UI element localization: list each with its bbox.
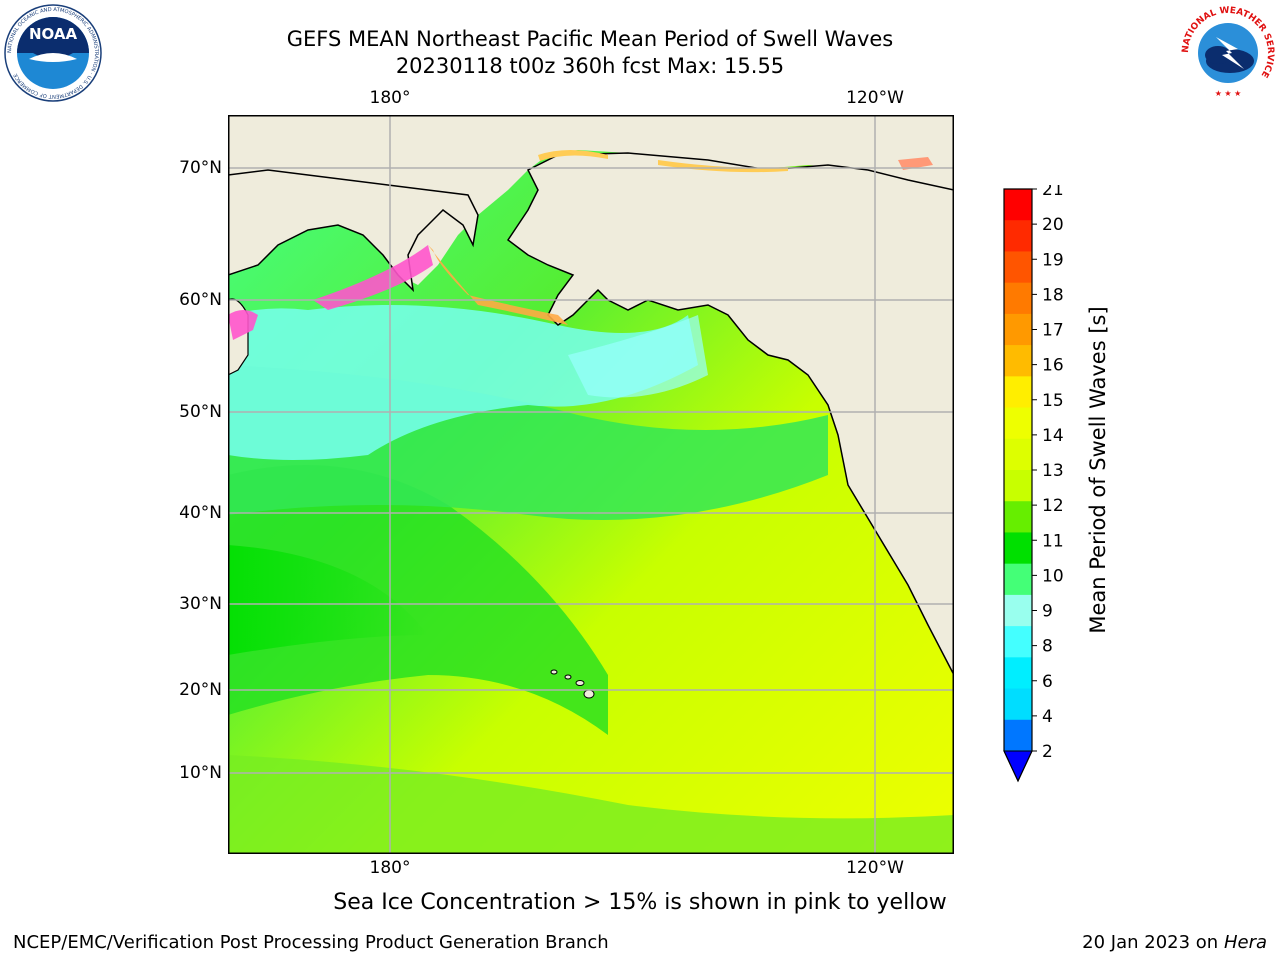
land-north-america <box>506 152 954 676</box>
colorbar-cell <box>1004 594 1032 627</box>
colorbar-tick-label: 6 <box>1042 672 1053 692</box>
colorbar-tick-label: 16 <box>1042 356 1064 376</box>
date-text: 20 Jan 2023 on <box>1082 932 1224 953</box>
lon-label-bottom-180: 180° <box>369 858 411 878</box>
lat-label-60n: 60°N <box>179 290 222 310</box>
credit-text: NCEP/EMC/Verification Post Processing Pr… <box>13 932 609 953</box>
colorbar-tick-label: 20 <box>1042 215 1064 235</box>
lat-label-50n: 50°N <box>179 402 222 422</box>
lat-label-70n: 70°N <box>179 158 222 178</box>
lon-label-top-120w: 120°W <box>846 88 904 108</box>
colorbar-tick-label: 17 <box>1042 321 1064 341</box>
colorbar-tick-label: 21 <box>1042 185 1064 200</box>
colorbar-cell <box>1004 626 1032 658</box>
lat-label-10n: 10°N <box>179 763 222 783</box>
colorbar-cell <box>1004 470 1032 502</box>
nws-logo: NATIONAL WEATHER SERVICE ★ ★ ★ <box>1180 5 1276 101</box>
colorbar-cell <box>1004 719 1032 752</box>
lat-label-20n: 20°N <box>179 680 222 700</box>
colorbar-tick-label: 14 <box>1042 426 1064 446</box>
colorbar: 21 20 19 18 17 16 15 14 13 12 11 10 9 8 6 4 2 <box>1003 185 1064 783</box>
colorbar-cell <box>1004 251 1032 284</box>
colorbar-cell <box>1004 282 1032 315</box>
lat-label-40n: 40°N <box>179 503 222 523</box>
map-title: GEFS MEAN Northeast Pacific Mean Period … <box>286 27 894 51</box>
colorbar-tick-label: 13 <box>1042 461 1064 481</box>
noaa-wordmark: NOAA <box>29 25 78 43</box>
colorbar-frame <box>1003 188 1033 783</box>
colorbar-label: Mean Period of Swell Waves [s] <box>1086 306 1110 634</box>
colorbar-tick-label: 11 <box>1042 531 1064 551</box>
colorbar-tick-label: 12 <box>1042 496 1064 516</box>
land-siberia <box>228 169 479 293</box>
colorbar-cell <box>1004 688 1032 721</box>
colorbar-ticks: 21 20 19 18 17 16 15 14 13 12 11 10 9 8 6 4 2 <box>1032 185 1064 762</box>
colorbar-cell <box>1004 376 1032 409</box>
colorbar-cells <box>1003 188 1033 783</box>
colorbar-extend-triangle <box>1003 750 1033 783</box>
colorbar-tick-label: 18 <box>1042 285 1064 305</box>
colorbar-tick-label: 15 <box>1042 391 1064 411</box>
noaa-logo: NATIONAL OCEANIC AND ATMOSPHERIC ADMINIS… <box>4 4 102 102</box>
date-machine: Hera <box>1223 932 1267 953</box>
colorbar-cell <box>1004 438 1032 471</box>
colorbar-cell <box>1004 563 1032 596</box>
colorbar-cell <box>1004 501 1032 533</box>
colorbar-cell <box>1004 189 1032 221</box>
colorbar-cell <box>1004 220 1032 252</box>
colorbar-cell <box>1004 407 1032 440</box>
map-frame <box>228 115 954 854</box>
colorbar-cell <box>1004 345 1032 377</box>
colorbar-tick-label: 2 <box>1042 742 1053 762</box>
colorbar-cell <box>1004 657 1032 690</box>
lat-label-30n: 30°N <box>179 594 222 614</box>
colorbar-tick-label: 10 <box>1042 566 1064 586</box>
swell-period-map <box>228 115 954 854</box>
colorbar-cell <box>1004 313 1032 346</box>
colorbar-tick-label: 9 <box>1042 602 1053 622</box>
date-stamp: 20 Jan 2023 on Hera <box>1082 932 1267 953</box>
lon-label-top-180: 180° <box>369 88 411 108</box>
svg-text:★ ★ ★: ★ ★ ★ <box>1215 89 1242 98</box>
sea-ice-fringe <box>313 245 433 310</box>
hawaii-islands <box>550 669 595 699</box>
colorbar-tick-label: 19 <box>1042 250 1064 270</box>
lon-label-bottom-120w: 120°W <box>846 858 904 878</box>
cyan-swell-band <box>228 305 698 460</box>
colorbar-tick-label: 8 <box>1042 637 1053 657</box>
colorbar-tick-label: 4 <box>1042 707 1053 727</box>
map-subtitle: 20230118 t00z 360h fcst Max: 15.55 <box>395 54 785 78</box>
colorbar-cell <box>1004 532 1032 565</box>
map-gridlines <box>228 115 954 854</box>
sea-ice-footnote: Sea Ice Concentration > 15% is shown in … <box>333 890 947 915</box>
